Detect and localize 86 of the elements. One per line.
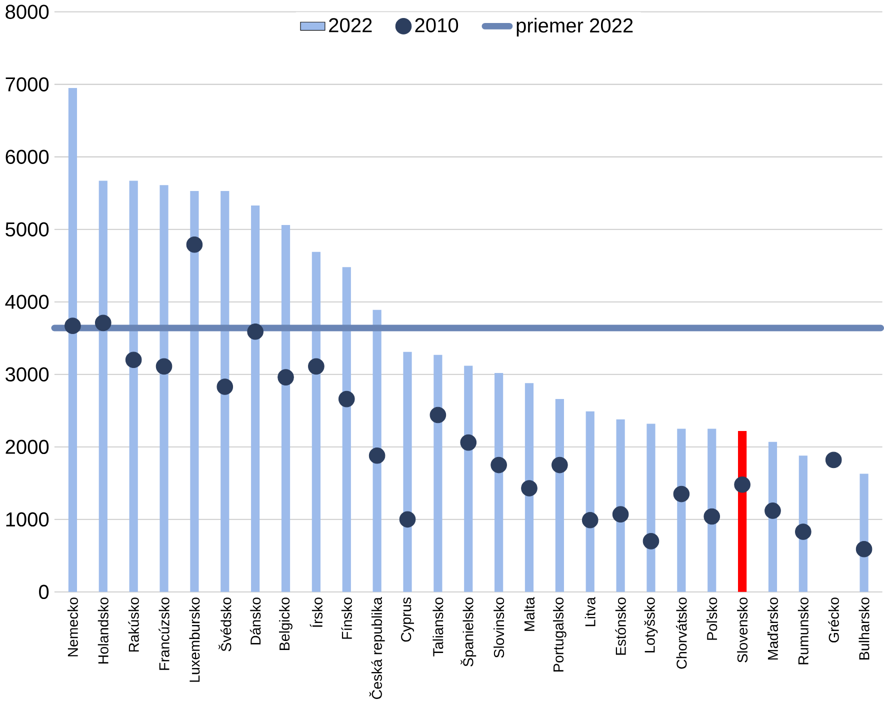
- x-tick-label: Cyprus: [401, 597, 414, 642]
- x-tick-label: Česká republika: [369, 596, 385, 699]
- y-tick-label: 2000: [6, 440, 49, 454]
- bar: [281, 224, 290, 592]
- y-tick-label: 8000: [6, 4, 49, 19]
- point: [825, 452, 842, 468]
- x-tick-label: Švédsko: [218, 597, 232, 652]
- x-tick-label: Bulharsko: [858, 597, 870, 660]
- legend-label: 2022: [329, 18, 372, 32]
- x-tick-label: Slovensko: [737, 597, 748, 662]
- x-tick-label: Poľsko: [706, 597, 718, 640]
- bar: [342, 266, 351, 592]
- point: [368, 447, 386, 464]
- point: [399, 511, 416, 528]
- x-tick-label: Nemecko: [67, 597, 78, 656]
- bar: [98, 180, 108, 592]
- bar: [190, 190, 199, 592]
- bar: [251, 205, 260, 592]
- x-tick-label: Rumunsko: [798, 597, 808, 664]
- x-tick-label: Luxembursko: [189, 597, 200, 682]
- point: [125, 352, 142, 368]
- y-tick-label: 5000: [6, 222, 49, 236]
- y-tick-label: 0: [39, 584, 49, 599]
- point: [612, 506, 629, 522]
- x-tick-label: Fínsko: [341, 597, 352, 639]
- bar: [434, 354, 442, 592]
- point: [521, 480, 538, 496]
- point: [278, 368, 294, 386]
- point: [308, 358, 324, 374]
- bar: [646, 423, 656, 592]
- x-tick-label: Španielsko: [460, 597, 476, 666]
- point: [430, 406, 446, 423]
- x-tick-label: Malta: [524, 596, 534, 631]
- point: [704, 508, 720, 524]
- y-tick-label: 6000: [6, 150, 49, 164]
- bar: [555, 398, 564, 592]
- x-tick-label: Belgicko: [279, 597, 292, 650]
- bar: [220, 190, 230, 592]
- x-tick-label: Slovinsko: [494, 597, 504, 658]
- bar: [586, 411, 594, 592]
- bar: [372, 310, 382, 592]
- point: [582, 512, 598, 528]
- x-tick-label: Portugalsko: [553, 597, 566, 672]
- bar: [464, 365, 473, 592]
- bar: [129, 180, 138, 592]
- point: [642, 532, 660, 550]
- point: [795, 523, 812, 540]
- y-tick-label: 4000: [5, 294, 49, 309]
- point: [186, 236, 203, 253]
- point: [552, 456, 568, 473]
- y-tick-label: 1000: [6, 512, 49, 526]
- point: [156, 358, 172, 374]
- x-tick-label: Francúzsko: [158, 597, 170, 670]
- x-tick-label: Chorvátsko: [676, 597, 687, 668]
- point: [247, 323, 264, 340]
- x-tick-label: Taliansko: [432, 597, 444, 656]
- point: [734, 476, 750, 493]
- legend-label: priemer 2022: [516, 18, 633, 36]
- point: [64, 317, 81, 334]
- x-tick-label: Maďarsko: [767, 597, 778, 660]
- point: [338, 390, 355, 407]
- x-tick-label: Dánsko: [250, 597, 261, 644]
- x-tick-label: Lotyšsko: [644, 597, 658, 652]
- bar: [160, 184, 168, 592]
- bar: [403, 352, 412, 592]
- x-tick-label: Estónsko: [615, 597, 626, 655]
- x-tick-label: Grécko: [828, 597, 839, 642]
- bar: [68, 88, 78, 592]
- bar: [312, 252, 320, 592]
- point: [673, 486, 690, 502]
- y-tick-label: 3000: [6, 367, 49, 382]
- x-tick-label: Írsko: [310, 597, 322, 627]
- bar: [616, 419, 625, 592]
- x-tick-label: Holandsko: [98, 597, 108, 664]
- point: [460, 434, 477, 451]
- point: [216, 378, 234, 395]
- bar: [524, 382, 534, 592]
- point: [856, 540, 872, 558]
- y-tick-label: 7000: [6, 77, 49, 92]
- point: [764, 502, 781, 519]
- x-tick-label: Litva: [584, 596, 596, 626]
- x-tick-label: Rakúsko: [128, 597, 139, 652]
- bar: [494, 372, 504, 592]
- legend-label: 2010: [415, 18, 458, 32]
- point: [94, 314, 112, 331]
- point: [490, 456, 507, 473]
